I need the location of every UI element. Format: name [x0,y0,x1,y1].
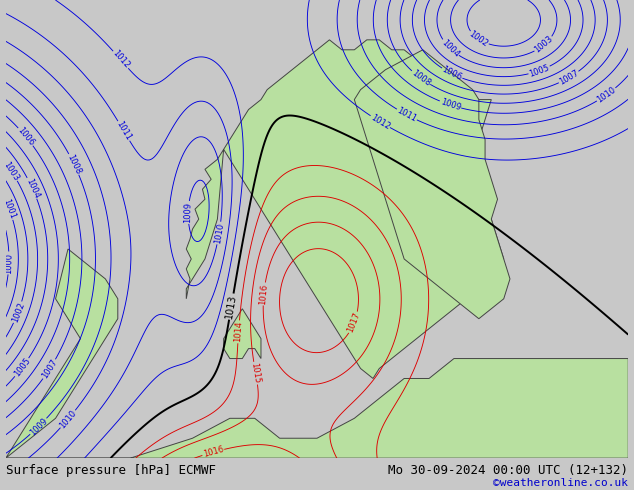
Text: 1017: 1017 [346,311,362,334]
Text: 1011: 1011 [115,120,133,142]
Text: 1010: 1010 [58,408,78,430]
Text: 1002: 1002 [10,301,26,324]
Text: 1006: 1006 [16,125,36,147]
Text: 1016: 1016 [259,283,269,305]
Text: 1010: 1010 [595,85,618,104]
Text: ©weatheronline.co.uk: ©weatheronline.co.uk [493,478,628,489]
Text: 1006: 1006 [441,65,463,82]
Text: 1007: 1007 [40,358,59,380]
Polygon shape [186,40,504,378]
Text: 1009: 1009 [183,202,193,223]
Text: 1012: 1012 [110,49,131,71]
Text: 1009: 1009 [439,98,462,112]
Polygon shape [224,309,261,359]
Text: 1004: 1004 [24,177,41,199]
Text: 1012: 1012 [369,113,392,131]
Text: 1016: 1016 [202,445,224,459]
Text: 1013: 1013 [224,294,238,319]
Polygon shape [354,50,510,319]
Text: 1004: 1004 [439,38,461,59]
Text: 1010: 1010 [213,222,225,244]
Text: 1000: 1000 [4,252,14,273]
Text: 1008: 1008 [410,68,432,88]
Text: 1005: 1005 [12,356,32,379]
Text: 1008: 1008 [65,153,82,176]
Text: 1009: 1009 [28,416,49,437]
Text: 1014: 1014 [233,321,244,343]
Polygon shape [6,359,628,458]
Text: Mo 30-09-2024 00:00 UTC (12+132): Mo 30-09-2024 00:00 UTC (12+132) [387,465,628,477]
Text: 1003: 1003 [533,34,555,55]
Text: 1015: 1015 [250,362,262,384]
Text: 1011: 1011 [396,106,418,124]
Text: 1002: 1002 [467,29,489,49]
Text: 1001: 1001 [1,197,17,220]
Text: 1007: 1007 [557,69,580,87]
Polygon shape [6,249,118,458]
Text: 1003: 1003 [2,160,21,182]
Text: Surface pressure [hPa] ECMWF: Surface pressure [hPa] ECMWF [6,465,216,477]
Text: 1005: 1005 [528,63,551,78]
